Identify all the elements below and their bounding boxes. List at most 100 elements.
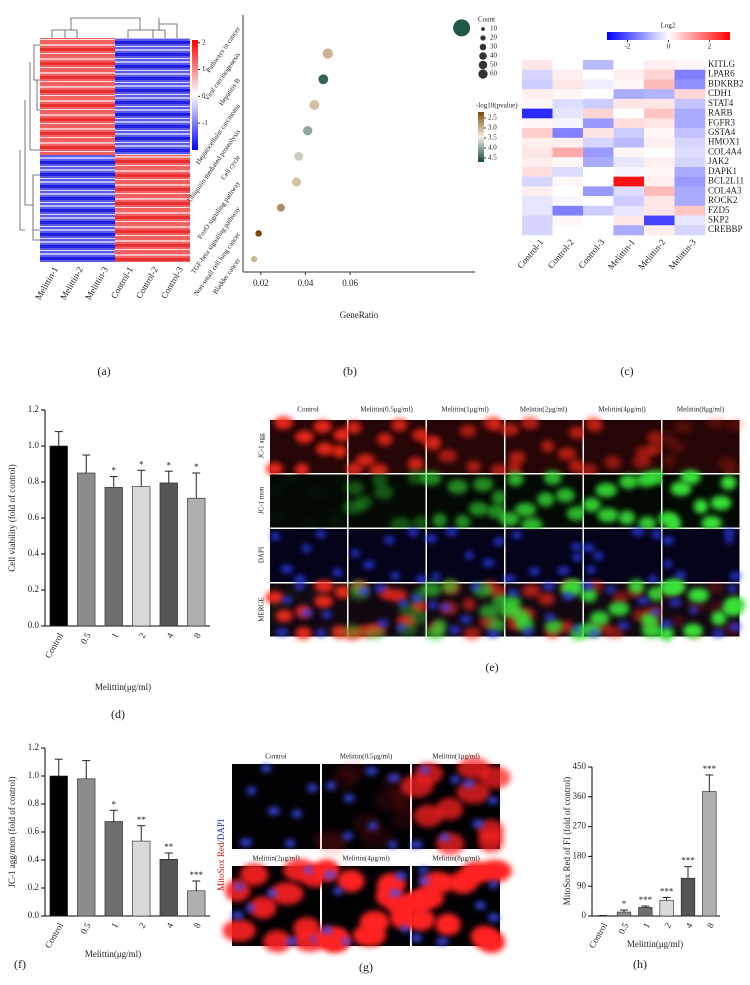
bar	[616, 911, 632, 917]
heat-cell	[583, 157, 614, 168]
y-tick-label: 0.0	[28, 620, 40, 630]
y-axis-label: MitoSox Red of FI (fold of control)	[562, 777, 572, 906]
bar	[702, 791, 717, 917]
cell	[486, 617, 508, 633]
x-tick-label: 2	[137, 921, 148, 930]
heat-cell	[674, 157, 706, 168]
cell	[637, 596, 650, 605]
heat-cell	[552, 128, 584, 139]
cell	[558, 620, 574, 634]
legend-dot	[479, 52, 487, 60]
cell	[270, 882, 304, 905]
cell	[706, 416, 727, 430]
row-label: FZD5	[708, 205, 730, 215]
cell	[542, 582, 555, 591]
cell	[580, 587, 598, 603]
image-header: Melittin(0.5μg/ml)	[340, 753, 393, 761]
cell	[307, 784, 318, 793]
heat-block	[115, 155, 190, 262]
cell	[231, 911, 244, 920]
cell	[222, 919, 256, 942]
cell	[671, 614, 685, 628]
cell	[562, 592, 575, 601]
heat-cell	[522, 137, 553, 148]
cell	[578, 463, 598, 477]
heat-cell	[613, 186, 645, 197]
cell	[345, 421, 362, 434]
cell	[312, 859, 340, 882]
cell	[436, 937, 449, 946]
cell	[499, 423, 519, 436]
y-tick-label: 270	[573, 821, 587, 831]
row-label: ROCK2	[708, 195, 738, 205]
y-tick-label: 0.0	[28, 910, 40, 920]
cell	[502, 594, 521, 610]
dot	[294, 151, 304, 161]
cell	[337, 869, 365, 893]
cell	[722, 601, 743, 617]
heat-cell	[674, 108, 706, 119]
cell	[597, 507, 619, 523]
heat-cell	[644, 225, 675, 236]
heat-cell	[522, 128, 553, 139]
cell	[632, 527, 645, 536]
heat-cell	[522, 108, 553, 119]
bar	[104, 821, 123, 917]
cell	[331, 625, 347, 639]
cell	[422, 434, 441, 448]
legend-label: 30	[490, 43, 498, 51]
cell	[425, 534, 437, 543]
heat-cell	[583, 128, 614, 139]
legend-title: Count	[478, 16, 495, 24]
row-label: HMOX1	[708, 137, 740, 147]
panel-label: (h)	[633, 957, 647, 971]
cell	[364, 626, 386, 641]
row-label: KITLG	[708, 59, 735, 69]
cell	[487, 629, 499, 638]
heat-cell	[613, 137, 645, 148]
cell	[266, 889, 278, 898]
bar	[77, 778, 96, 917]
cell	[274, 416, 294, 430]
heat-cell	[613, 79, 645, 90]
significance: ***	[703, 764, 717, 774]
cell	[388, 840, 398, 849]
cell	[482, 558, 495, 567]
panel-label: (a)	[97, 364, 110, 378]
cell	[418, 866, 428, 875]
heat-cell	[644, 205, 675, 216]
dot	[251, 256, 258, 263]
heat-cell	[613, 118, 645, 129]
cell	[345, 462, 363, 476]
cell	[490, 463, 510, 477]
heat-cell	[522, 176, 553, 187]
heat-cell	[552, 157, 584, 168]
x-tick-label: 0.04	[298, 278, 314, 288]
bar	[132, 840, 151, 917]
significance: *	[622, 899, 627, 909]
cell	[414, 762, 443, 785]
cell	[331, 768, 359, 791]
cell	[363, 560, 375, 569]
cell	[566, 506, 588, 521]
heat-block	[40, 38, 115, 155]
heat-cell	[613, 147, 645, 158]
legend-label: 60	[490, 70, 498, 78]
cell	[648, 574, 658, 583]
cell	[395, 872, 408, 881]
cell	[665, 516, 682, 532]
heat-cell	[552, 98, 584, 109]
panel-label: (g)	[359, 960, 373, 974]
heat-block	[40, 155, 115, 262]
heat-cell	[613, 225, 645, 236]
column-label: Control-3	[576, 237, 606, 271]
x-tick-label: 0.06	[342, 278, 358, 288]
dot	[303, 125, 313, 136]
cell	[503, 574, 516, 583]
x-tick-label: 1	[641, 921, 652, 930]
cell	[628, 579, 645, 594]
row-label: RARB	[708, 108, 733, 118]
cell	[441, 579, 459, 594]
cell	[710, 495, 732, 511]
cell	[726, 419, 745, 432]
